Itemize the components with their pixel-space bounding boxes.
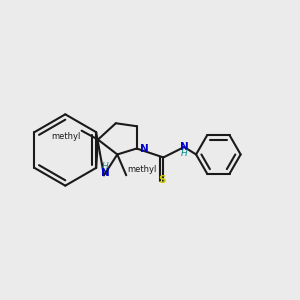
Text: methyl: methyl xyxy=(51,132,80,141)
Text: N: N xyxy=(140,144,148,154)
Text: N: N xyxy=(101,168,110,178)
Text: N: N xyxy=(180,142,189,152)
Text: S: S xyxy=(158,175,166,185)
Text: H: H xyxy=(102,162,109,171)
Text: H: H xyxy=(181,149,188,158)
Text: methyl: methyl xyxy=(128,165,157,174)
